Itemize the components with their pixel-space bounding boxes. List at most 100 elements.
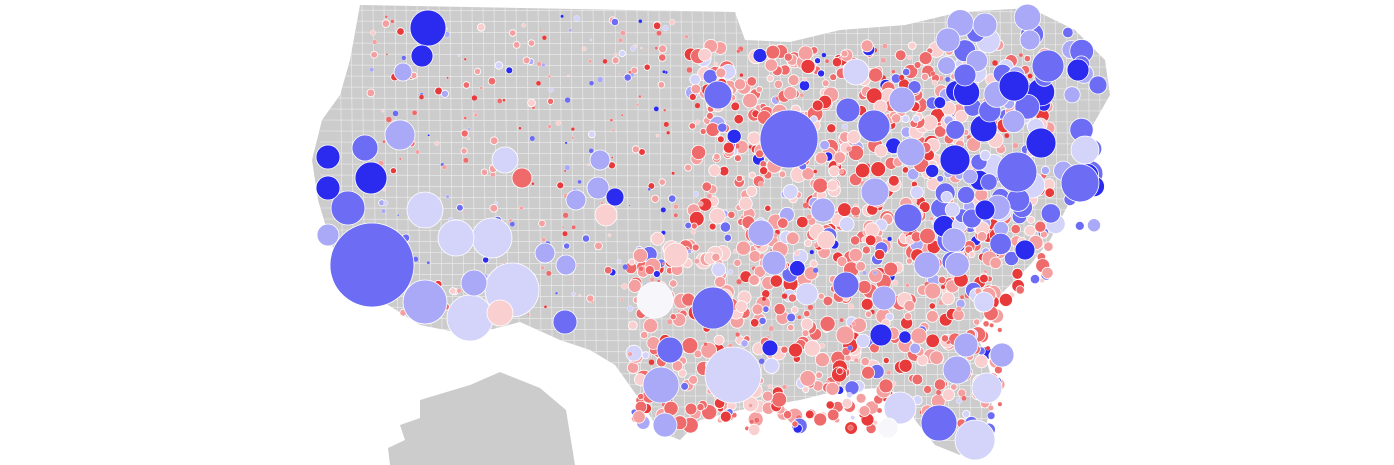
county-bubble[interactable] <box>817 292 825 300</box>
county-bubble[interactable] <box>828 165 841 178</box>
county-bubble[interactable] <box>944 76 951 83</box>
county-bubble[interactable] <box>658 53 667 62</box>
county-bubble[interactable] <box>855 260 867 272</box>
county-bubble[interactable] <box>684 163 692 172</box>
county-bubble[interactable] <box>563 242 571 250</box>
county-bubble[interactable] <box>611 56 620 65</box>
county-bubble[interactable] <box>594 203 618 227</box>
county-bubble[interactable] <box>536 61 542 67</box>
county-bubble[interactable] <box>782 384 788 390</box>
county-bubble[interactable] <box>880 57 887 64</box>
county-bubble[interactable] <box>861 365 875 380</box>
county-bubble[interactable] <box>853 357 859 363</box>
county-bubble[interactable] <box>804 409 815 420</box>
county-bubble[interactable] <box>850 206 861 217</box>
county-bubble[interactable] <box>935 389 942 396</box>
county-bubble[interactable] <box>795 282 819 306</box>
county-bubble[interactable] <box>846 391 853 398</box>
county-bubble[interactable] <box>397 214 400 217</box>
county-bubble[interactable] <box>753 417 760 424</box>
county-bubble[interactable] <box>766 74 775 83</box>
county-bubble[interactable] <box>733 78 747 91</box>
county-bubble[interactable] <box>848 303 854 310</box>
county-bubble[interactable] <box>677 309 681 313</box>
county-bubble[interactable] <box>402 279 448 325</box>
county-bubble[interactable] <box>486 299 514 327</box>
county-bubble[interactable] <box>798 79 811 92</box>
county-bubble[interactable] <box>806 214 813 220</box>
county-bubble[interactable] <box>893 203 923 233</box>
county-bubble[interactable] <box>941 227 967 253</box>
county-bubble[interactable] <box>902 67 911 77</box>
county-bubble[interactable] <box>971 372 1003 404</box>
county-bubble[interactable] <box>906 167 920 181</box>
county-bubble[interactable] <box>837 202 852 217</box>
county-bubble[interactable] <box>942 388 955 402</box>
county-bubble[interactable] <box>898 74 905 81</box>
county-bubble[interactable] <box>757 180 764 188</box>
county-bubble[interactable] <box>872 270 878 276</box>
county-bubble[interactable] <box>381 109 385 113</box>
county-bubble[interactable] <box>440 89 449 98</box>
county-bubble[interactable] <box>418 94 425 100</box>
county-bubble[interactable] <box>787 293 798 303</box>
county-bubble[interactable] <box>888 174 900 187</box>
county-bubble[interactable] <box>868 67 884 83</box>
county-bubble[interactable] <box>382 188 386 192</box>
county-bubble[interactable] <box>502 98 506 102</box>
county-bubble[interactable] <box>398 157 402 161</box>
county-bubble[interactable] <box>773 302 786 316</box>
county-bubble[interactable] <box>462 81 471 89</box>
county-bubble[interactable] <box>758 316 767 325</box>
county-bubble[interactable] <box>925 163 940 178</box>
county-bubble[interactable] <box>518 126 522 130</box>
county-bubble[interactable] <box>940 334 950 343</box>
county-bubble[interactable] <box>460 269 488 297</box>
county-bubble[interactable] <box>457 54 461 57</box>
county-bubble[interactable] <box>609 118 614 122</box>
county-bubble[interactable] <box>627 351 633 357</box>
county-bubble[interactable] <box>997 401 1003 407</box>
county-bubble[interactable] <box>827 408 840 422</box>
county-bubble[interactable] <box>680 382 689 391</box>
county-bubble[interactable] <box>434 141 440 146</box>
county-bubble[interactable] <box>973 291 995 313</box>
county-bubble[interactable] <box>851 321 856 327</box>
county-bubble[interactable] <box>771 391 788 408</box>
county-bubble[interactable] <box>748 171 756 179</box>
county-bubble[interactable] <box>663 108 667 112</box>
county-bubble[interactable] <box>826 123 837 134</box>
county-bubble[interactable] <box>988 405 994 411</box>
county-bubble[interactable] <box>330 190 366 226</box>
county-bubble[interactable] <box>620 297 624 302</box>
county-bubble[interactable] <box>920 72 930 81</box>
county-bubble[interactable] <box>769 274 783 288</box>
county-bubble[interactable] <box>862 270 867 276</box>
county-bubble[interactable] <box>578 294 582 298</box>
county-bubble[interactable] <box>555 254 577 276</box>
county-bubble[interactable] <box>870 161 887 178</box>
county-bubble[interactable] <box>476 22 486 32</box>
county-bubble[interactable] <box>726 128 742 144</box>
county-bubble[interactable] <box>656 30 662 37</box>
county-bubble[interactable] <box>809 249 815 255</box>
county-bubble[interactable] <box>509 29 517 37</box>
county-bubble[interactable] <box>748 423 761 436</box>
county-bubble[interactable] <box>736 49 741 54</box>
county-bubble[interactable] <box>891 113 902 124</box>
county-bubble[interactable] <box>937 275 947 285</box>
county-bubble[interactable] <box>1040 165 1051 176</box>
county-bubble[interactable] <box>669 279 678 288</box>
county-bubble[interactable] <box>719 221 732 233</box>
county-bubble[interactable] <box>437 219 475 257</box>
county-bubble[interactable] <box>618 73 621 76</box>
county-bubble[interactable] <box>785 231 800 246</box>
county-bubble[interactable] <box>790 306 799 314</box>
county-bubble[interactable] <box>888 86 916 114</box>
county-bubble[interactable] <box>716 135 725 144</box>
county-bubble[interactable] <box>954 419 996 461</box>
county-bubble[interactable] <box>545 270 552 277</box>
county-bubble[interactable] <box>802 76 808 82</box>
county-bubble[interactable] <box>918 51 933 65</box>
county-bubble[interactable] <box>755 85 763 94</box>
